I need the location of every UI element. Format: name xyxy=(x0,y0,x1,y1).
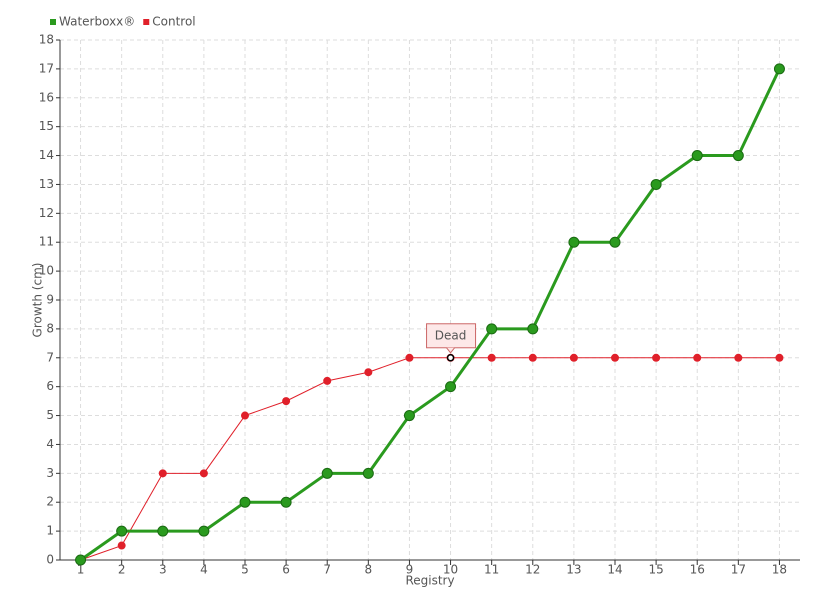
x-tick-label: 10 xyxy=(443,563,458,577)
data-point xyxy=(609,236,621,248)
y-tick-label: 18 xyxy=(39,33,54,47)
data-point xyxy=(528,353,537,362)
x-tick-label: 13 xyxy=(566,563,581,577)
y-tick-label: 9 xyxy=(46,293,54,307)
data-point xyxy=(321,467,333,479)
x-tick-label: 18 xyxy=(772,563,787,577)
x-tick-label: 6 xyxy=(282,563,290,577)
x-tick-label: 8 xyxy=(365,563,373,577)
data-point xyxy=(117,541,126,550)
y-tick-label: 15 xyxy=(39,119,54,133)
y-tick-label: 11 xyxy=(39,235,54,249)
data-point xyxy=(487,353,496,362)
y-tick-label: 3 xyxy=(46,466,54,480)
x-tick-label: 9 xyxy=(406,563,414,577)
data-point xyxy=(691,150,703,162)
y-axis-label: Growth (cm) xyxy=(31,263,45,338)
data-point xyxy=(527,323,539,335)
y-tick-label: 10 xyxy=(39,264,54,278)
data-point xyxy=(239,496,251,508)
data-point xyxy=(693,353,702,362)
data-point xyxy=(405,353,414,362)
data-point xyxy=(445,381,457,393)
annotation-pointer xyxy=(446,347,455,354)
y-tick-label: 1 xyxy=(46,524,54,538)
y-tick-label: 16 xyxy=(39,90,54,104)
data-point xyxy=(241,411,249,420)
x-tick-label: 16 xyxy=(690,563,705,577)
data-point xyxy=(157,525,169,537)
x-tick-label: 5 xyxy=(241,563,249,577)
data-point xyxy=(775,353,784,362)
data-point xyxy=(364,368,373,377)
data-point xyxy=(486,323,498,335)
y-tick-label: 13 xyxy=(39,177,54,191)
series-line xyxy=(79,68,781,562)
data-point xyxy=(280,496,292,508)
annotation-text: Dead xyxy=(435,328,467,342)
y-tick-label: 7 xyxy=(46,350,54,364)
y-tick-label: 0 xyxy=(46,553,54,567)
x-tick-label: 12 xyxy=(525,563,540,577)
x-tick-label: 14 xyxy=(607,563,622,577)
data-point xyxy=(403,410,415,422)
x-tick-label: 2 xyxy=(118,563,126,577)
data-point xyxy=(732,150,744,162)
x-tick-label: 3 xyxy=(159,563,167,577)
y-tick-label: 6 xyxy=(46,379,54,393)
data-point xyxy=(611,353,619,362)
legend-label: Waterboxx® xyxy=(59,15,135,29)
data-point xyxy=(116,525,128,537)
legend-swatch xyxy=(143,19,150,25)
data-point xyxy=(569,353,578,362)
y-tick-label: 4 xyxy=(46,437,54,451)
x-tick-label: 15 xyxy=(648,563,663,577)
y-tick-label: 14 xyxy=(39,148,54,162)
y-tick-label: 17 xyxy=(39,61,54,75)
data-point xyxy=(650,178,662,190)
data-point xyxy=(198,525,210,537)
x-tick-label: 4 xyxy=(200,563,208,577)
x-tick-label: 1 xyxy=(77,563,85,577)
y-tick-label: 8 xyxy=(46,321,54,335)
y-tick-label: 5 xyxy=(46,408,54,422)
y-tick-label: 2 xyxy=(46,495,54,509)
legend-label: Control xyxy=(152,15,195,29)
data-point xyxy=(773,63,785,75)
data-point xyxy=(199,469,208,478)
y-tick-label: 12 xyxy=(39,206,54,220)
x-tick-label: 11 xyxy=(484,563,499,577)
data-point xyxy=(323,376,332,385)
legend-swatch xyxy=(50,19,56,25)
data-point xyxy=(282,397,291,406)
data-point xyxy=(652,353,661,362)
data-point xyxy=(734,353,743,362)
annotation-marker xyxy=(446,354,455,362)
annotation-box xyxy=(426,323,477,349)
data-point xyxy=(568,236,580,248)
data-point xyxy=(75,554,87,566)
x-tick-label: 7 xyxy=(323,563,331,577)
data-point xyxy=(362,467,374,479)
data-point xyxy=(158,469,167,478)
x-axis-label: Registry xyxy=(405,574,454,588)
x-tick-label: 17 xyxy=(731,563,746,577)
series-line xyxy=(80,357,780,561)
